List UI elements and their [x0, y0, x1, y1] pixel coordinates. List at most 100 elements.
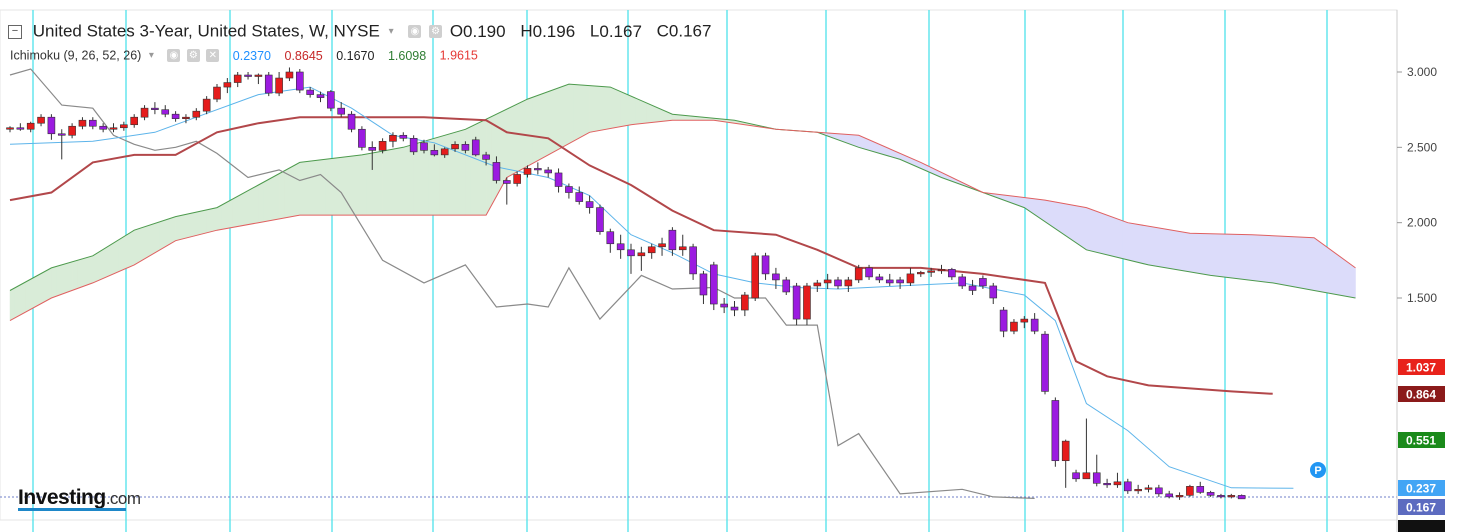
cloud-segment [304, 160, 311, 216]
candle [948, 267, 956, 280]
cloud-segment [263, 178, 269, 223]
candle [202, 96, 211, 115]
cloud-segment [496, 111, 502, 197]
cloud-segment [1339, 256, 1346, 297]
cloud-segment [1189, 232, 1196, 274]
cloud-segment [537, 93, 544, 161]
cloud-segment [1080, 206, 1087, 251]
candle-body [761, 255, 770, 275]
tenkan-value: 0.2370 [232, 48, 272, 63]
cloud-segment [573, 84, 580, 142]
cloud-segment [299, 161, 306, 216]
cloud-segment [620, 91, 627, 127]
candle-body [182, 116, 190, 120]
candle-body [109, 127, 118, 130]
candle-body [1134, 489, 1142, 492]
cloud-segment [1070, 204, 1077, 244]
indicator-legend: Ichimoku (9, 26, 52, 26) ▾ ◉ ⚙ ✕ 0.2370 … [10, 48, 478, 63]
cloud-segment [289, 164, 295, 218]
cloud-segment [470, 123, 476, 216]
candle [1175, 492, 1184, 500]
candle-body [772, 273, 780, 281]
collapse-icon[interactable]: − [8, 24, 22, 39]
gear-icon[interactable]: ⚙ [429, 25, 443, 39]
cloud-segment [1241, 234, 1248, 281]
event-marker[interactable]: P [1310, 462, 1326, 478]
candle [378, 138, 387, 154]
gear-icon[interactable]: ⚙ [186, 49, 200, 63]
candle [885, 273, 894, 286]
candle-body [513, 174, 521, 184]
candle-body [47, 116, 56, 135]
cloud-segment [1262, 234, 1268, 283]
close-icon[interactable]: ✕ [206, 49, 220, 63]
candle [440, 147, 449, 158]
candle [647, 243, 656, 259]
cloud-segment [1272, 235, 1279, 285]
cloud-segment [159, 219, 166, 251]
cloud-segment [594, 85, 601, 132]
cloud-segment [387, 148, 394, 216]
candle [130, 114, 138, 128]
close-label: C [656, 21, 669, 41]
eye-icon[interactable]: ◉ [408, 25, 422, 39]
candle-body [327, 91, 335, 109]
chevron-down-icon[interactable]: ▾ [388, 26, 394, 38]
candle [89, 117, 97, 130]
cloud-segment [1106, 214, 1113, 257]
candle [544, 166, 553, 178]
candle-body [461, 144, 470, 151]
cloud-segment [589, 85, 596, 133]
candle [337, 102, 346, 118]
candle [720, 298, 728, 314]
candle [854, 264, 863, 283]
candle-body [885, 279, 894, 284]
chevron-down-icon[interactable]: ▾ [148, 50, 154, 62]
candle [1227, 493, 1236, 499]
senkou-span-a-line [9, 83, 1356, 299]
candle-body [1061, 440, 1070, 462]
candle-body [565, 186, 573, 193]
cloud-segment [408, 143, 414, 216]
candle-body [585, 201, 594, 208]
marker-icon[interactable] [1310, 462, 1326, 478]
candle [492, 156, 501, 184]
candle [699, 270, 708, 305]
cloud-segment [485, 116, 492, 216]
cloud-segment [1298, 236, 1304, 289]
candle-body [347, 113, 356, 130]
cloud-segment [428, 137, 435, 216]
price-tag: 0.551 [1398, 432, 1445, 448]
candle [709, 261, 718, 311]
cloud-segment [1256, 234, 1263, 282]
candle-body [1020, 318, 1029, 323]
candle-body [678, 246, 687, 251]
candle-body [68, 125, 76, 136]
candle-body [916, 272, 925, 275]
cloud-segment [139, 226, 145, 263]
candle [865, 264, 873, 280]
candle [565, 183, 573, 199]
candle [347, 111, 356, 133]
span-a-value: 1.6098 [387, 48, 427, 63]
candle-body [658, 243, 666, 248]
candle [244, 72, 252, 80]
cloud-segment [1220, 233, 1227, 278]
candle-body [275, 77, 283, 94]
investing-logo: Investing.com [18, 486, 141, 510]
candle-body [1206, 492, 1215, 496]
candle-body [492, 162, 501, 181]
candle [596, 204, 604, 235]
candle [109, 123, 118, 133]
eye-icon[interactable]: ◉ [167, 49, 181, 63]
candle-body [616, 243, 625, 251]
candle [57, 129, 66, 160]
candle [1020, 316, 1029, 329]
candle [285, 67, 294, 82]
candle [1144, 484, 1153, 493]
cloud-segment [547, 89, 554, 156]
candle-body [1030, 318, 1039, 332]
candle-body [865, 267, 873, 278]
cloud-segment [1194, 233, 1201, 274]
